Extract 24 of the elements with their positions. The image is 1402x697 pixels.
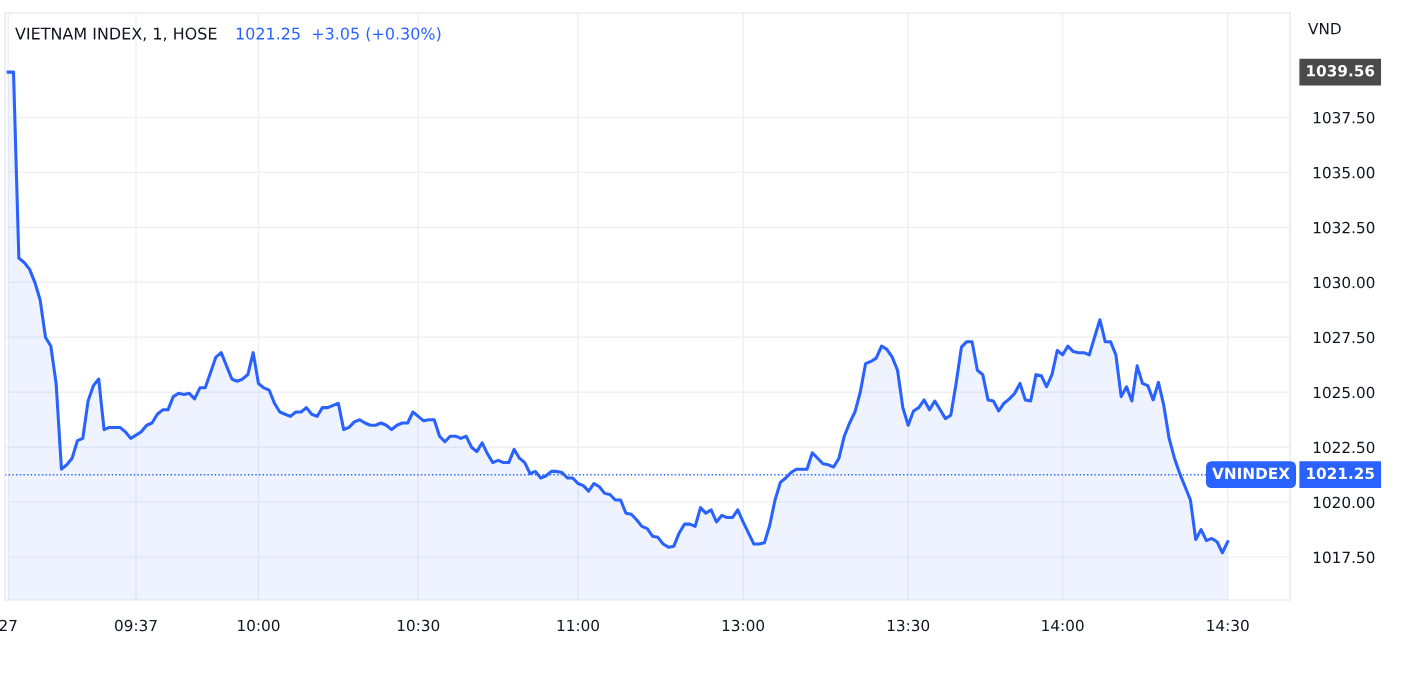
y-tick-label: 1032.50 [1313,221,1375,234]
x-tick-label: 13:00 [722,619,765,632]
y-tick-label: 1037.50 [1313,111,1375,124]
text: 1021.25 +3.05 (+0.30%) [236,27,441,42]
y-tick-label: 1025.00 [1313,386,1375,399]
text: 1039.56 [1307,65,1375,77]
x-tick-label: 13:30 [887,619,930,632]
y-tick-label: 1027.50 [1313,331,1375,344]
ref-line-label: VNINDEX [1212,467,1290,479]
x-tick-label: 14:30 [1207,619,1249,632]
x-tick-label: 14:00 [1042,619,1084,632]
y-tick-label: 1017.50 [1313,551,1375,564]
x-tick-label: 10:00 [238,619,280,632]
x-tick-label: 27 [0,619,17,632]
text: VIETNAM INDEX, 1, HOSE [15,27,217,42]
y-tick-label: 1035.00 [1313,166,1375,179]
x-tick-label: 09:37 [115,619,157,632]
y-axis-title: VND [1308,23,1341,35]
y-tick-label: 1030.00 [1313,276,1375,289]
x-tick-label: 10:30 [397,619,440,632]
x-tick-label: 11:00 [557,619,599,632]
y-tick-label: 1022.50 [1313,441,1375,454]
text: 1021.25 [1307,467,1374,480]
y-tick-label: 1020.00 [1313,496,1375,509]
